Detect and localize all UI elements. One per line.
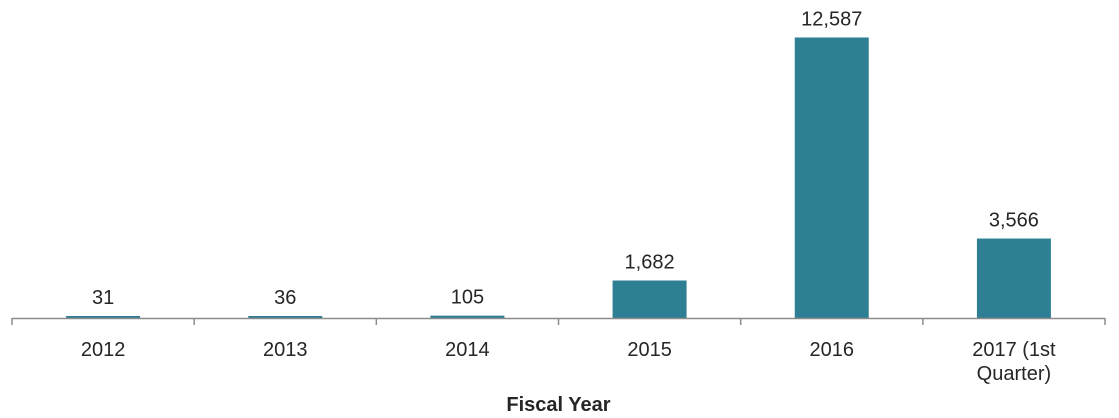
x-tick-label: 2013 (263, 339, 308, 361)
value-labels-group: 31 36 105 1,682 12,587 3,566 (92, 8, 1039, 309)
bar-value-label: 1,682 (625, 252, 675, 274)
x-tick-label: 2017 (1st Quarter) (972, 339, 1056, 385)
bar-value-label: 3,566 (989, 210, 1039, 232)
x-axis-title: Fiscal Year (506, 394, 610, 416)
x-axis-tick-labels-group: 2012 2013 2014 2015 2016 2017 (1st Quarter) (81, 339, 1056, 385)
x-tick-label: 2015 (627, 339, 672, 361)
bar-value-label: 12,587 (801, 8, 862, 30)
bar-2016 (794, 37, 869, 318)
x-tick-label: 2012 (81, 339, 126, 361)
bar-2015 (612, 280, 687, 318)
bar-2013 (248, 316, 323, 318)
x-tick-label: 2016 (810, 339, 855, 361)
bar-2017-1st-quarter (976, 238, 1051, 318)
bar-value-label: 105 (451, 287, 484, 309)
bar-2014 (430, 315, 505, 318)
x-tick-label: 2014 (445, 339, 490, 361)
bar-value-label: 31 (92, 287, 114, 309)
x-axis-ticks-group (11, 318, 1106, 325)
bars-group (66, 37, 1051, 318)
bar-value-label: 36 (274, 287, 296, 309)
bar-2012 (66, 316, 141, 318)
